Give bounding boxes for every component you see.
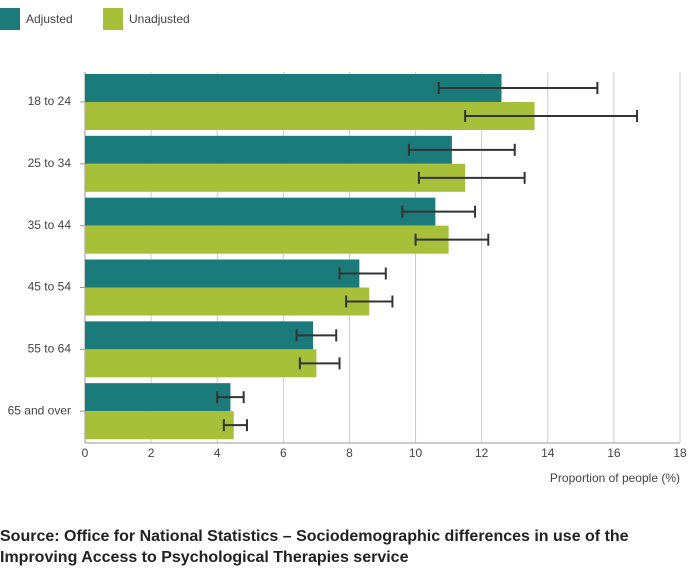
bar <box>85 135 452 164</box>
error-bar <box>407 143 516 156</box>
y-tick-label: 65 and over <box>8 403 71 417</box>
x-tick-label: 8 <box>346 446 353 460</box>
legend-label: Unadjusted <box>129 12 190 26</box>
y-tick-label: 35 to 44 <box>28 218 72 232</box>
y-tick-label: 18 to 24 <box>28 94 72 108</box>
x-tick-label: 6 <box>280 446 287 460</box>
source: Source: Office for National Statistics –… <box>0 528 629 566</box>
y-tick-label: 25 to 34 <box>28 156 72 170</box>
legend-label: Adjusted <box>26 12 73 26</box>
bar <box>85 321 314 350</box>
error-bar <box>417 171 526 184</box>
x-tick-label: 4 <box>214 446 221 460</box>
x-tick-label: 16 <box>607 446 621 460</box>
error-bar <box>401 205 477 218</box>
x-tick-label: 18 <box>673 446 687 460</box>
bar <box>85 74 502 102</box>
x-tick-label: 2 <box>148 446 155 460</box>
x-tick-label: 0 <box>82 446 89 460</box>
bar <box>85 102 535 130</box>
bar <box>85 383 231 412</box>
legend-swatch <box>103 8 123 30</box>
bar <box>85 197 436 226</box>
error-bar <box>295 329 338 342</box>
bar <box>85 349 317 378</box>
bar <box>85 287 370 316</box>
error-bar <box>345 295 394 308</box>
error-bar <box>222 419 248 432</box>
bar <box>85 225 449 254</box>
y-tick-label: 55 to 64 <box>28 342 72 356</box>
error-bar <box>338 267 387 280</box>
x-tick-label: 14 <box>541 446 555 460</box>
x-axis-label: Proportion of people (%) <box>550 471 680 485</box>
y-tick-label: 45 to 54 <box>28 280 72 294</box>
error-bar <box>437 82 599 94</box>
error-bar <box>414 233 490 246</box>
x-tick-label: 10 <box>409 446 423 460</box>
legend-swatch <box>0 8 20 30</box>
chart: Proportion of people (%) Adjusted Unadjus… <box>0 8 687 485</box>
error-bar <box>298 357 341 370</box>
bar <box>85 259 360 288</box>
bar <box>85 163 466 192</box>
error-bar <box>464 110 639 122</box>
x-tick-label: 12 <box>475 446 489 460</box>
bar <box>85 411 234 440</box>
error-bar <box>216 391 245 404</box>
